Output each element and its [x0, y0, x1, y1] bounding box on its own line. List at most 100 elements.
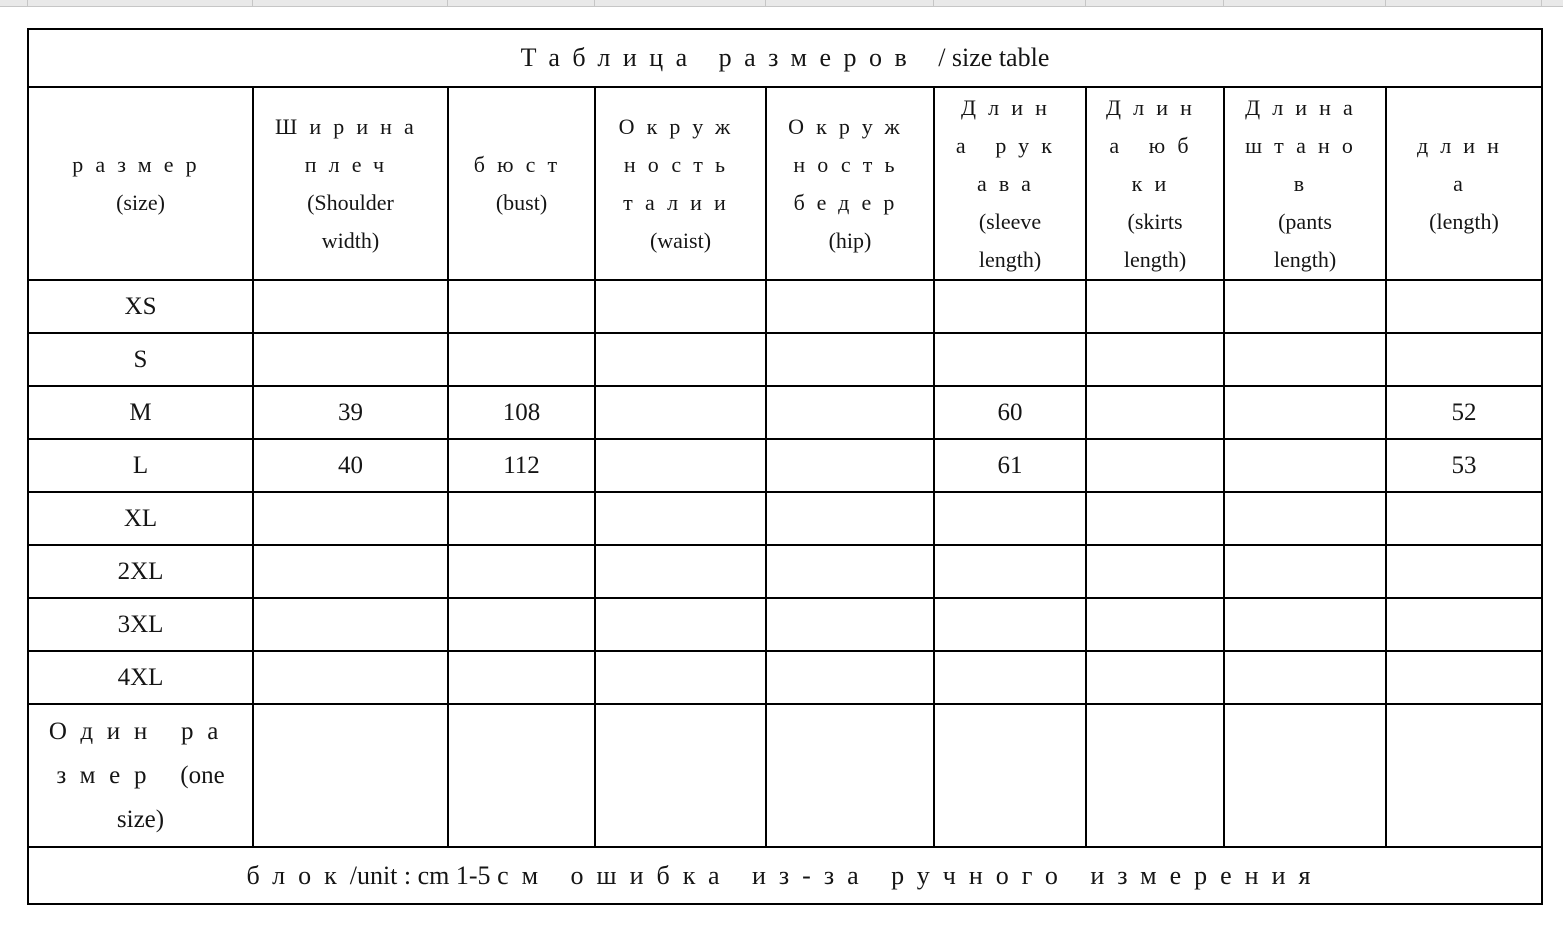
size-label-cell: XL [27, 491, 254, 546]
value-cell-hip [765, 332, 935, 387]
size-table: Таблица размеров / size table размер (siz… [27, 28, 1543, 905]
column-header-pants_length: Длина штано в (pants length) [1223, 86, 1387, 281]
column-header-waist: Окруж ность талии (waist) [594, 86, 767, 281]
value-cell-shoulder_width [252, 279, 449, 334]
value-cell-hip [765, 279, 935, 334]
grid-divider [27, 0, 28, 6]
size-table-container: Таблица размеров / size table размер (siz… [27, 28, 1543, 905]
column-header-hip: Окруж ность бедер (hip) [765, 86, 935, 281]
value-cell-pants_length [1223, 332, 1387, 387]
value-cell-bust [447, 491, 596, 546]
value-cell-bust [447, 597, 596, 652]
value-cell-shoulder_width: 40 [252, 438, 449, 493]
value-cell-waist [594, 491, 767, 546]
column-header-skirts_length: Длин а юб ки (skirts length) [1085, 86, 1225, 281]
grid-divider [1085, 0, 1086, 6]
value-cell-length [1385, 332, 1543, 387]
size-label-cell: M [27, 385, 254, 440]
header-row: размер (size) Ширина плеч (Shoulder width) бюс… [27, 86, 1543, 281]
value-cell-skirts_length [1085, 491, 1225, 546]
value-cell-hip [765, 703, 935, 848]
value-cell-sleeve_length [933, 544, 1087, 599]
value-cell-sleeve_length [933, 703, 1087, 848]
value-cell-waist [594, 597, 767, 652]
value-cell-pants_length [1223, 279, 1387, 334]
value-cell-pants_length [1223, 491, 1387, 546]
value-cell-bust [447, 279, 596, 334]
unit-note: блок/unit : cm 1-5 см ошибка из-за ручно… [27, 846, 1543, 905]
table-row-l: L 40 112 61 53 [27, 438, 1543, 493]
grid-divider [765, 0, 766, 6]
grid-divider [1541, 0, 1542, 6]
spreadsheet-row-strip [0, 0, 1563, 7]
value-cell-length [1385, 703, 1543, 848]
value-cell-length [1385, 491, 1543, 546]
value-cell-pants_length [1223, 650, 1387, 705]
value-cell-sleeve_length [933, 332, 1087, 387]
size-label-cell: 2XL [27, 544, 254, 599]
value-cell-skirts_length [1085, 279, 1225, 334]
value-cell-waist [594, 332, 767, 387]
value-cell-sleeve_length [933, 650, 1087, 705]
value-cell-length: 52 [1385, 385, 1543, 440]
title-row: Таблица размеров / size table [27, 28, 1543, 88]
table-row-2xl: 2XL [27, 544, 1543, 599]
value-cell-shoulder_width [252, 650, 449, 705]
value-cell-pants_length [1223, 703, 1387, 848]
value-cell-length: 53 [1385, 438, 1543, 493]
value-cell-sleeve_length: 61 [933, 438, 1087, 493]
value-cell-hip [765, 597, 935, 652]
value-cell-hip [765, 491, 935, 546]
column-header-bust: бюст (bust) [447, 86, 596, 281]
value-cell-bust: 112 [447, 438, 596, 493]
table-row-onesize: Один ра змер (one size) [27, 703, 1543, 848]
value-cell-hip [765, 544, 935, 599]
grid-divider [1385, 0, 1386, 6]
value-cell-sleeve_length [933, 597, 1087, 652]
value-cell-skirts_length [1085, 438, 1225, 493]
table-row-4xl: 4XL [27, 650, 1543, 705]
table-row-xs: XS [27, 279, 1543, 334]
value-cell-shoulder_width [252, 703, 449, 848]
value-cell-pants_length [1223, 544, 1387, 599]
value-cell-bust [447, 544, 596, 599]
size-label-cell: 3XL [27, 597, 254, 652]
value-cell-skirts_length [1085, 650, 1225, 705]
value-cell-pants_length [1223, 597, 1387, 652]
value-cell-skirts_length [1085, 703, 1225, 848]
value-cell-waist [594, 703, 767, 848]
value-cell-sleeve_length [933, 279, 1087, 334]
column-header-sleeve_length: Длин а рук ава (sleeve length) [933, 86, 1087, 281]
value-cell-skirts_length [1085, 332, 1225, 387]
value-cell-bust [447, 703, 596, 848]
value-cell-waist [594, 544, 767, 599]
size-label-cell: XS [27, 279, 254, 334]
size-label-cell: S [27, 332, 254, 387]
value-cell-bust [447, 332, 596, 387]
value-cell-waist [594, 279, 767, 334]
value-cell-hip [765, 385, 935, 440]
value-cell-hip [765, 650, 935, 705]
value-cell-pants_length [1223, 385, 1387, 440]
value-cell-skirts_length [1085, 597, 1225, 652]
value-cell-bust [447, 650, 596, 705]
value-cell-length [1385, 650, 1543, 705]
grid-divider [252, 0, 253, 6]
size-label-cell: 4XL [27, 650, 254, 705]
value-cell-shoulder_width: 39 [252, 385, 449, 440]
value-cell-skirts_length [1085, 385, 1225, 440]
value-cell-waist [594, 650, 767, 705]
footer-row: блок/unit : cm 1-5 см ошибка из-за ручно… [27, 846, 1543, 905]
value-cell-sleeve_length: 60 [933, 385, 1087, 440]
size-label-cell: L [27, 438, 254, 493]
value-cell-length [1385, 279, 1543, 334]
grid-divider [594, 0, 595, 6]
size-label-cell: Один ра змер (one size) [27, 703, 254, 848]
value-cell-length [1385, 544, 1543, 599]
table-row-xl: XL [27, 491, 1543, 546]
value-cell-length [1385, 597, 1543, 652]
value-cell-waist [594, 438, 767, 493]
value-cell-bust: 108 [447, 385, 596, 440]
value-cell-skirts_length [1085, 544, 1225, 599]
grid-divider [1223, 0, 1224, 6]
